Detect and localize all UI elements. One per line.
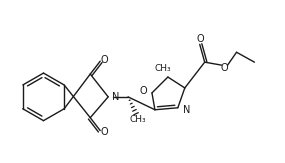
Text: N: N [183, 105, 190, 115]
Text: N: N [112, 92, 119, 102]
Text: CH₃: CH₃ [154, 64, 171, 73]
Text: CH₃: CH₃ [130, 115, 146, 124]
Text: O: O [221, 63, 228, 73]
Text: O: O [100, 55, 108, 65]
Text: O: O [100, 127, 108, 137]
Text: O: O [197, 34, 205, 44]
Text: O: O [139, 86, 147, 96]
